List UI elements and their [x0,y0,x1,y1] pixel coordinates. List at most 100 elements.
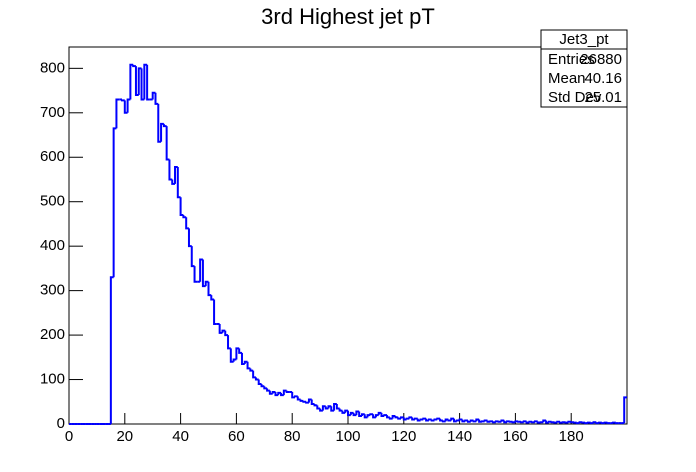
histogram-bin [383,414,388,417]
histogram-bin [500,419,505,422]
histogram-bin [542,419,547,423]
histogram-bin [394,415,399,419]
histogram-bin [280,392,284,397]
x-tick-label: 40 [172,428,189,445]
histogram-bin [121,99,125,102]
histogram-bin [162,123,167,128]
histogram-bin [400,416,404,419]
histogram-bin [199,258,203,282]
y-tick-label: 500 [40,193,65,210]
histogram-bin [260,383,265,388]
histogram-bin [556,420,561,423]
histogram-bin [444,418,449,422]
y-tick-label: 200 [40,326,65,343]
histogram-bin [132,64,136,68]
histogram-bin [408,416,413,419]
histogram-bin [115,98,120,129]
histogram-bin [472,420,477,423]
histogram-bin [134,66,139,97]
histogram-bin [174,166,178,184]
histogram-bin [227,335,231,350]
histogram-bin [386,415,390,419]
histogram-bin [193,266,198,283]
histogram-bin [129,63,134,100]
histogram-bin [567,420,572,423]
histogram-bin [257,379,262,385]
x-tick-label: 60 [228,428,245,445]
histogram-bin [413,417,418,420]
histogram-bin [324,406,329,410]
x-tick-label: 20 [116,428,133,445]
histogram-bin [274,391,279,397]
histogram-bin [299,399,304,402]
histogram-bin [293,395,298,398]
stats-title: Jet3_pt [559,31,609,48]
histogram-bin [433,418,438,421]
x-tick-label: 160 [503,428,528,445]
x-tick-label: 120 [391,428,416,445]
histogram-bin [492,421,496,424]
histogram-bin [319,408,323,412]
y-tick-label: 100 [40,371,65,388]
histogram-bin [296,396,301,401]
stats-value: 26880 [580,51,622,68]
stats-label: Std Dev [548,89,602,106]
histogram-bin [475,418,480,422]
histogram-bin [439,418,443,422]
histogram-bin [243,360,248,364]
histogram-bin [254,377,259,381]
histogram-bin [232,358,237,362]
histogram-bin [246,361,251,370]
histogram-bin [441,420,446,423]
histogram-bin [461,419,466,423]
stats-box [540,29,628,108]
histogram-bin [137,67,142,96]
histogram-bin [302,400,307,403]
histogram-bin [341,410,346,414]
stats-value: 40.16 [584,70,622,87]
stats-label: Mean [548,70,586,87]
histogram-bin [422,417,427,420]
histogram-bin [483,419,488,422]
histogram-bin [213,299,217,325]
y-tick-label: 400 [40,237,65,254]
histogram-bin [528,420,533,423]
histogram-bin [310,399,315,405]
histogram-bin [168,159,173,181]
histogram-bin [453,418,457,423]
histogram-bin [157,103,162,143]
x-tick-label: 180 [559,428,584,445]
histogram-bin [595,422,600,425]
histogram-bin [146,64,150,101]
histogram-bin [427,418,432,421]
x-tick-label: 80 [284,428,301,445]
histogram-bin [182,215,187,219]
histogram-bin [419,418,424,421]
histogram-bin [285,390,290,393]
histogram-bin [221,329,226,333]
stats-value: 25.01 [584,89,622,106]
histogram-bin [307,398,312,403]
histogram-bin [268,390,273,395]
histogram-bin [464,419,468,422]
y-tick-label: 700 [40,104,65,121]
histogram-bin [201,259,206,288]
y-tick-label: 300 [40,282,65,299]
y-tick-label: 600 [40,148,65,165]
x-tick-label: 100 [335,428,360,445]
histogram-bin [458,418,463,421]
histogram-bin [358,411,362,417]
histogram-bin [235,347,240,360]
histogram-bin [623,396,627,424]
histogram-bin [547,420,552,423]
histogram-bin [503,420,508,424]
chart-title: 3rd Highest jet pT [261,4,435,29]
x-tick-label: 0 [65,428,73,445]
histogram-bin [333,402,337,411]
stats-label: Entries [548,51,595,68]
y-tick-label: 800 [40,59,65,76]
histogram-bin [380,412,385,417]
histogram-bin [207,281,212,297]
plot-frame [68,46,628,425]
